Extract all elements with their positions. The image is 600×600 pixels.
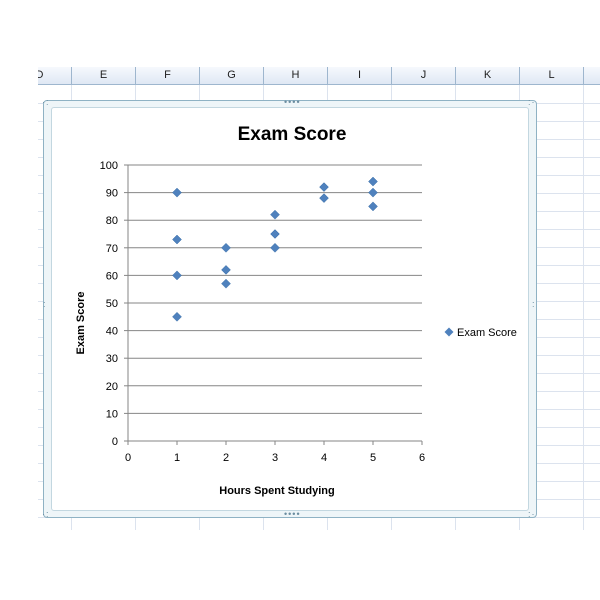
y-tick-label: 20 [106,381,118,393]
y-tick-label: 10 [106,408,118,420]
data-point [221,265,231,275]
axes [124,164,423,445]
y-axis-label: Exam Score [75,292,87,355]
data-point [172,311,182,322]
x-tick-label: 1 [174,452,180,464]
x-tick-label: 0 [125,452,131,464]
y-tick-label: 50 [106,298,118,310]
y-tick-label: 40 [106,326,118,338]
resize-handle-right[interactable]: : [532,299,536,309]
y-tick-label: 30 [106,353,118,365]
data-point [368,201,378,212]
data-point [270,242,280,253]
column-header-f[interactable]: F [136,67,200,84]
data-point [319,182,329,192]
x-tick-label: 3 [272,452,278,464]
resize-handle-top-right[interactable]: :· [528,97,536,107]
column-header-j[interactable]: J [392,67,456,84]
data-point [172,234,182,245]
resize-handle-top-left[interactable]: ·: [42,97,50,107]
resize-handle-bottom[interactable]: •••• [284,509,301,519]
chart-object[interactable]: •••• •••• : : ·: :· ·: :· Exam Score 0 10… [42,97,537,519]
data-points [172,176,378,322]
data-point [319,193,329,203]
data-point [368,187,378,198]
data-point [368,176,378,187]
legend: Exam Score [444,327,517,339]
column-gridline [583,85,584,530]
column-header-k[interactable]: K [456,67,520,84]
column-header-e[interactable]: E [72,67,136,84]
resize-handle-bottom-right[interactable]: :· [528,509,536,519]
y-tick-label: 80 [106,215,118,227]
y-tick-label: 0 [112,436,118,448]
x-tick-label: 4 [321,452,327,464]
chart-title: Exam Score [238,124,347,145]
resize-handle-left[interactable]: : [43,299,47,309]
scatter-plot: Exam Score 0 10 20 30 40 50 60 70 80 90 100 0 1 2 3 4 5… [75,124,517,497]
data-point [270,209,280,220]
column-header-g[interactable]: G [200,67,264,84]
column-header-h[interactable]: H [264,67,328,84]
data-point [172,270,182,281]
x-tick-label: 5 [370,452,376,464]
column-header-i[interactable]: I [328,67,392,84]
y-axis-ticks: 0 10 20 30 40 50 60 70 80 90 100 [100,160,118,448]
x-tick-label: 2 [223,452,229,464]
y-tick-label: 70 [106,243,118,255]
column-header-l[interactable]: L [520,67,584,84]
y-tick-label: 100 [100,160,118,172]
y-tick-label: 90 [106,188,118,200]
legend-marker [444,327,454,337]
column-header-d[interactable]: D [38,67,72,84]
y-tick-label: 60 [106,270,118,282]
resize-handle-top[interactable]: •••• [284,97,301,107]
legend-label: Exam Score [457,327,517,339]
data-point [221,242,231,253]
data-point [221,278,231,289]
x-axis-ticks: 0 1 2 3 4 5 6 [125,452,425,464]
x-axis-label: Hours Spent Studying [219,485,335,497]
x-tick-label: 6 [419,452,425,464]
gridlines [128,164,422,414]
data-point [172,187,182,198]
chart-area: Exam Score 0 10 20 30 40 50 60 70 80 90 100 0 1 2 3 4 5… [51,107,529,511]
data-point [270,229,280,239]
resize-handle-bottom-left[interactable]: ·: [42,509,50,519]
